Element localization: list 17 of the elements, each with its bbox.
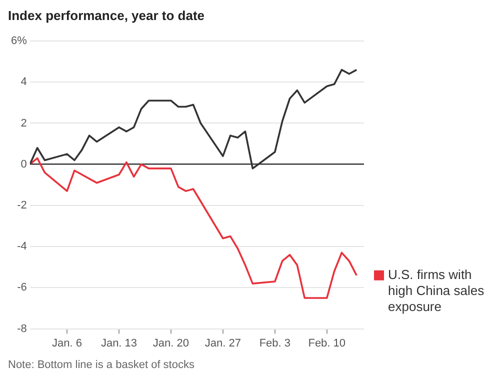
x-tick-label: Jan. 6 <box>52 337 82 350</box>
x-tick-label: Jan. 20 <box>152 337 190 350</box>
y-tick-label: -2 <box>17 199 27 212</box>
y-tick-label: -8 <box>17 322 27 335</box>
legend-label: U.S. firms with high China sales exposure <box>388 266 485 314</box>
x-tick-label: Feb. 3 <box>259 337 290 350</box>
y-tick-label: 6% <box>10 35 28 48</box>
chart-title: Index performance, year to date <box>8 8 206 23</box>
y-tick-label: -6 <box>17 282 27 294</box>
y-tick-label: 0 <box>20 158 27 170</box>
y-tick-label: -4 <box>17 240 27 253</box>
y-tick-label: 2 <box>20 117 27 130</box>
x-tick-label: Feb. 10 <box>308 337 346 350</box>
x-tick-label: Jan. 13 <box>100 337 138 350</box>
x-tick-label: Jan. 27 <box>204 337 241 350</box>
text: Note: Bottom line is a basket of stocks <box>8 359 196 371</box>
y-tick-label: 4 <box>20 76 27 88</box>
